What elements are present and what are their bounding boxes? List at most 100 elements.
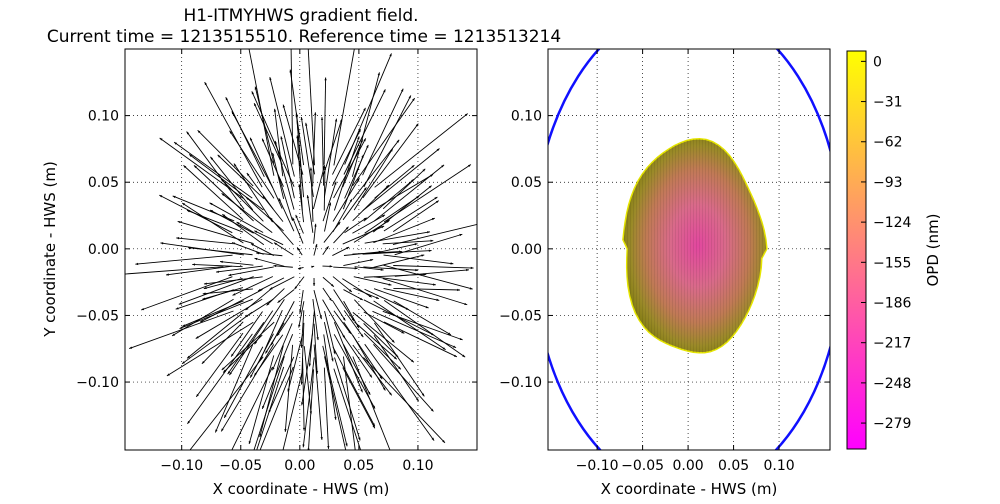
quiver-arrow	[135, 255, 232, 265]
quiver-arrow	[290, 39, 293, 165]
quiver-arrow	[311, 266, 314, 268]
quiver-arrow	[254, 231, 283, 245]
opd-ytick-label: 0.05	[511, 175, 542, 191]
quiver-arrow	[343, 259, 373, 266]
quiver-arrow	[383, 279, 467, 305]
quiver-arrow	[251, 367, 293, 472]
quiver-arrow	[307, 47, 314, 166]
quiver-axes-frame	[125, 49, 477, 450]
quiver-arrow	[314, 224, 317, 244]
quiver-arrow	[335, 357, 361, 440]
quiver-arrow	[344, 89, 385, 174]
quiver-arrow	[333, 227, 348, 243]
quiver-arrow	[365, 344, 434, 440]
colorbar-label: OPD (nm)	[924, 214, 942, 287]
quiver-arrow	[373, 218, 435, 243]
quiver-arrow	[395, 269, 469, 276]
quiver-arrow	[313, 278, 315, 286]
figure-title-line1: H1-ITMYHWS gradient field.	[183, 6, 418, 26]
quiver-arrow	[221, 179, 263, 221]
quiver-arrow	[192, 263, 242, 266]
quiver-xlabel: X coordinate - HWS (m)	[213, 480, 390, 498]
quiver-arrow	[322, 265, 332, 267]
opd-xtick-label: 0.00	[673, 458, 704, 474]
quiver-xtick-label: 0.05	[343, 458, 374, 474]
colorbar-tick-label: −217	[873, 336, 911, 352]
quiver-arrow	[237, 222, 273, 244]
quiver-ytick-label: 0.05	[88, 175, 119, 191]
quiver-arrow	[279, 198, 294, 231]
quiver-ytick-label: −0.10	[76, 375, 119, 391]
quiver-arrows	[106, 39, 485, 493]
quiver-arrow	[302, 357, 314, 447]
quiver-ylabel: Y coordinate - HWS (m)	[41, 161, 59, 338]
quiver-arrow	[174, 142, 252, 198]
quiver-ytick-label: 0.00	[88, 242, 119, 258]
quiver-xtick-label: −0.05	[219, 458, 262, 474]
quiver-arrow	[383, 265, 472, 289]
quiver-arrow	[259, 345, 283, 437]
quiver-arrow	[323, 246, 329, 254]
quiver-arrow	[210, 203, 264, 233]
opd-ytick-label: −0.10	[499, 375, 542, 391]
quiver-arrow	[182, 312, 252, 364]
colorbar-tick-label: −62	[873, 135, 903, 151]
quiver-arrow	[314, 345, 323, 440]
quiver-arrow	[228, 267, 273, 276]
quiver-arrow	[324, 368, 329, 449]
quiver-arrow	[324, 77, 327, 164]
quiver-arrow	[354, 149, 393, 210]
opd-xtick-label: 0.05	[718, 458, 749, 474]
opd-ytick-label: 0.00	[511, 242, 542, 258]
quiver-ytick-label: 0.10	[88, 109, 119, 125]
colorbar-tick-label: −155	[873, 255, 911, 271]
opd-xtick-label: 0.10	[763, 458, 794, 474]
quiver-arrow	[344, 310, 363, 337]
quiver-arrow	[363, 357, 445, 442]
quiver-arrow	[254, 258, 284, 266]
quiver-arrow	[374, 277, 436, 286]
quiver-arrow	[334, 290, 355, 322]
quiver-arrow	[332, 247, 349, 256]
quiver-arrow	[345, 218, 367, 233]
quiver-arrow	[393, 265, 473, 269]
quiver-arrow	[220, 261, 253, 266]
quiver-arrow	[274, 243, 293, 255]
quiver-arrow	[202, 322, 243, 364]
quiver-arrow	[323, 288, 332, 301]
quiver-arrow	[363, 149, 440, 211]
quiver-arrow	[384, 322, 457, 357]
opd-ytick-label: −0.05	[499, 308, 542, 324]
quiver-arrow	[187, 132, 244, 210]
opd-ytick-label: 0.10	[511, 109, 542, 125]
quiver-arrow	[323, 277, 334, 286]
quiver-xtick-label: 0.00	[284, 458, 315, 474]
quiver-arrow	[343, 187, 366, 219]
quiver-arrow	[393, 201, 439, 232]
colorbar-tick-label: −279	[873, 416, 911, 432]
quiver-arrow	[333, 199, 352, 232]
quiver-arrow	[255, 299, 285, 344]
quiver-arrow	[355, 322, 397, 359]
quiver-arrow	[395, 234, 463, 255]
quiver-arrow	[383, 311, 463, 340]
quiver-arrow	[260, 310, 282, 360]
quiver-arrow	[333, 267, 357, 269]
quiver-arrow	[245, 299, 273, 317]
colorbar-tick-label: −186	[873, 296, 912, 312]
colorbar-gradient	[847, 51, 866, 449]
quiver-arrow	[187, 334, 252, 424]
quiver-arrow	[298, 267, 304, 269]
quiver-arrow	[323, 300, 345, 339]
opd-xtick-label: −0.05	[621, 458, 664, 474]
quiver-arrow	[294, 277, 304, 290]
quiver-arrow	[393, 288, 460, 291]
colorbar-tick-label: −31	[873, 95, 903, 111]
opd-xtick-label: −0.10	[576, 458, 619, 474]
quiver-arrow	[343, 368, 375, 429]
quiver-arrow	[278, 290, 294, 303]
